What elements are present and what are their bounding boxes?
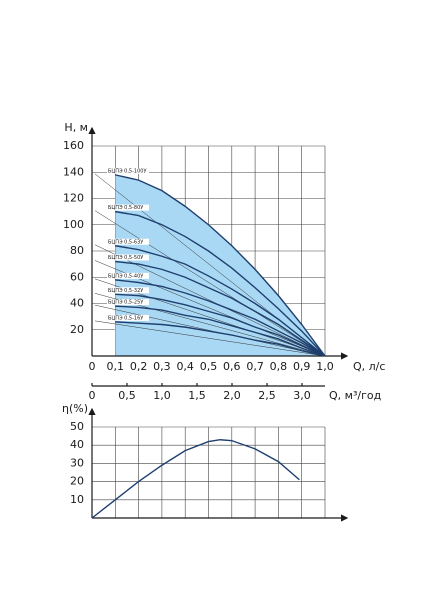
label-bg	[107, 314, 149, 321]
label-bg	[107, 204, 149, 211]
series-label: БЦПЭ 0,5-25У	[108, 300, 143, 306]
y-axis-label: H, м	[64, 121, 88, 134]
x-tick-label: 0,1	[107, 360, 125, 373]
x2-tick-label: 0,5	[118, 389, 136, 402]
y-tick-label: 80	[70, 244, 84, 257]
curve	[115, 245, 326, 357]
series-label: БЦПЭ 0,5-40У	[108, 273, 143, 279]
x-tick-label: 1,0	[316, 360, 334, 373]
label-bg	[107, 167, 149, 174]
series-label: БЦПЭ 0,5-32У	[108, 288, 143, 294]
y-tick-label: 10	[70, 493, 84, 506]
x-axis-label: Q, л/с	[353, 360, 385, 373]
series-label: БЦПЭ 0,5-63У	[108, 239, 143, 245]
x-tick-label: 0,9	[293, 360, 311, 373]
x-tick-label: 0,5	[200, 360, 218, 373]
x2-tick-label: 2,5	[258, 389, 276, 402]
x-tick-label: 0,2	[130, 360, 148, 373]
label-bg	[107, 254, 149, 261]
curve	[91, 439, 300, 519]
leader-line	[94, 210, 326, 357]
y-tick-label: 20	[70, 323, 84, 336]
y-tick-label: 40	[70, 438, 84, 451]
series-label: БЦПЭ 0,5-80У	[108, 205, 143, 211]
y-axis-label: η(%)	[62, 402, 88, 415]
y-tick-label: 100	[63, 218, 84, 231]
y-tick-label: 40	[70, 297, 84, 310]
y-tick-label: 50	[70, 420, 84, 433]
x2-tick-label: 3,0	[293, 389, 311, 402]
x-tick-label: 0	[89, 360, 96, 373]
label-bg	[107, 287, 149, 294]
x2-tick-label: 2,0	[223, 389, 241, 402]
y-tick-label: 160	[63, 139, 84, 152]
series-label: БЦПЭ 0,5-50У	[108, 255, 143, 261]
y-tick-label: 140	[63, 165, 84, 178]
leader-line	[94, 304, 326, 357]
x-tick-label: 0,3	[153, 360, 171, 373]
x2-tick-label: 0	[89, 389, 96, 402]
x-tick-label: 0,8	[270, 360, 288, 373]
curve	[115, 260, 326, 357]
x2-tick-label: 1,5	[188, 389, 206, 402]
x-tick-label: 0,7	[246, 360, 264, 373]
curve	[115, 174, 326, 357]
x2-tick-label: 1,0	[153, 389, 171, 402]
label-bg	[107, 238, 149, 245]
curve	[115, 321, 326, 357]
x2-axis-label: Q, м³/год	[329, 389, 382, 402]
x-tick-label: 0,4	[176, 360, 194, 373]
curve	[115, 293, 326, 357]
curve	[115, 305, 326, 357]
label-bg	[107, 299, 149, 306]
y-tick-label: 120	[63, 192, 84, 205]
y-tick-label: 30	[70, 456, 84, 469]
y-tick-label: 20	[70, 475, 84, 488]
y-tick-label: 60	[70, 270, 84, 283]
leader-line	[94, 320, 326, 357]
series-label: БЦПЭ 0,5-100У	[108, 168, 147, 174]
curve	[115, 279, 326, 357]
series-label: БЦПЭ 0,5-16У	[108, 315, 143, 321]
label-bg	[107, 272, 149, 279]
x-tick-label: 0,6	[223, 360, 241, 373]
curve	[115, 210, 326, 357]
